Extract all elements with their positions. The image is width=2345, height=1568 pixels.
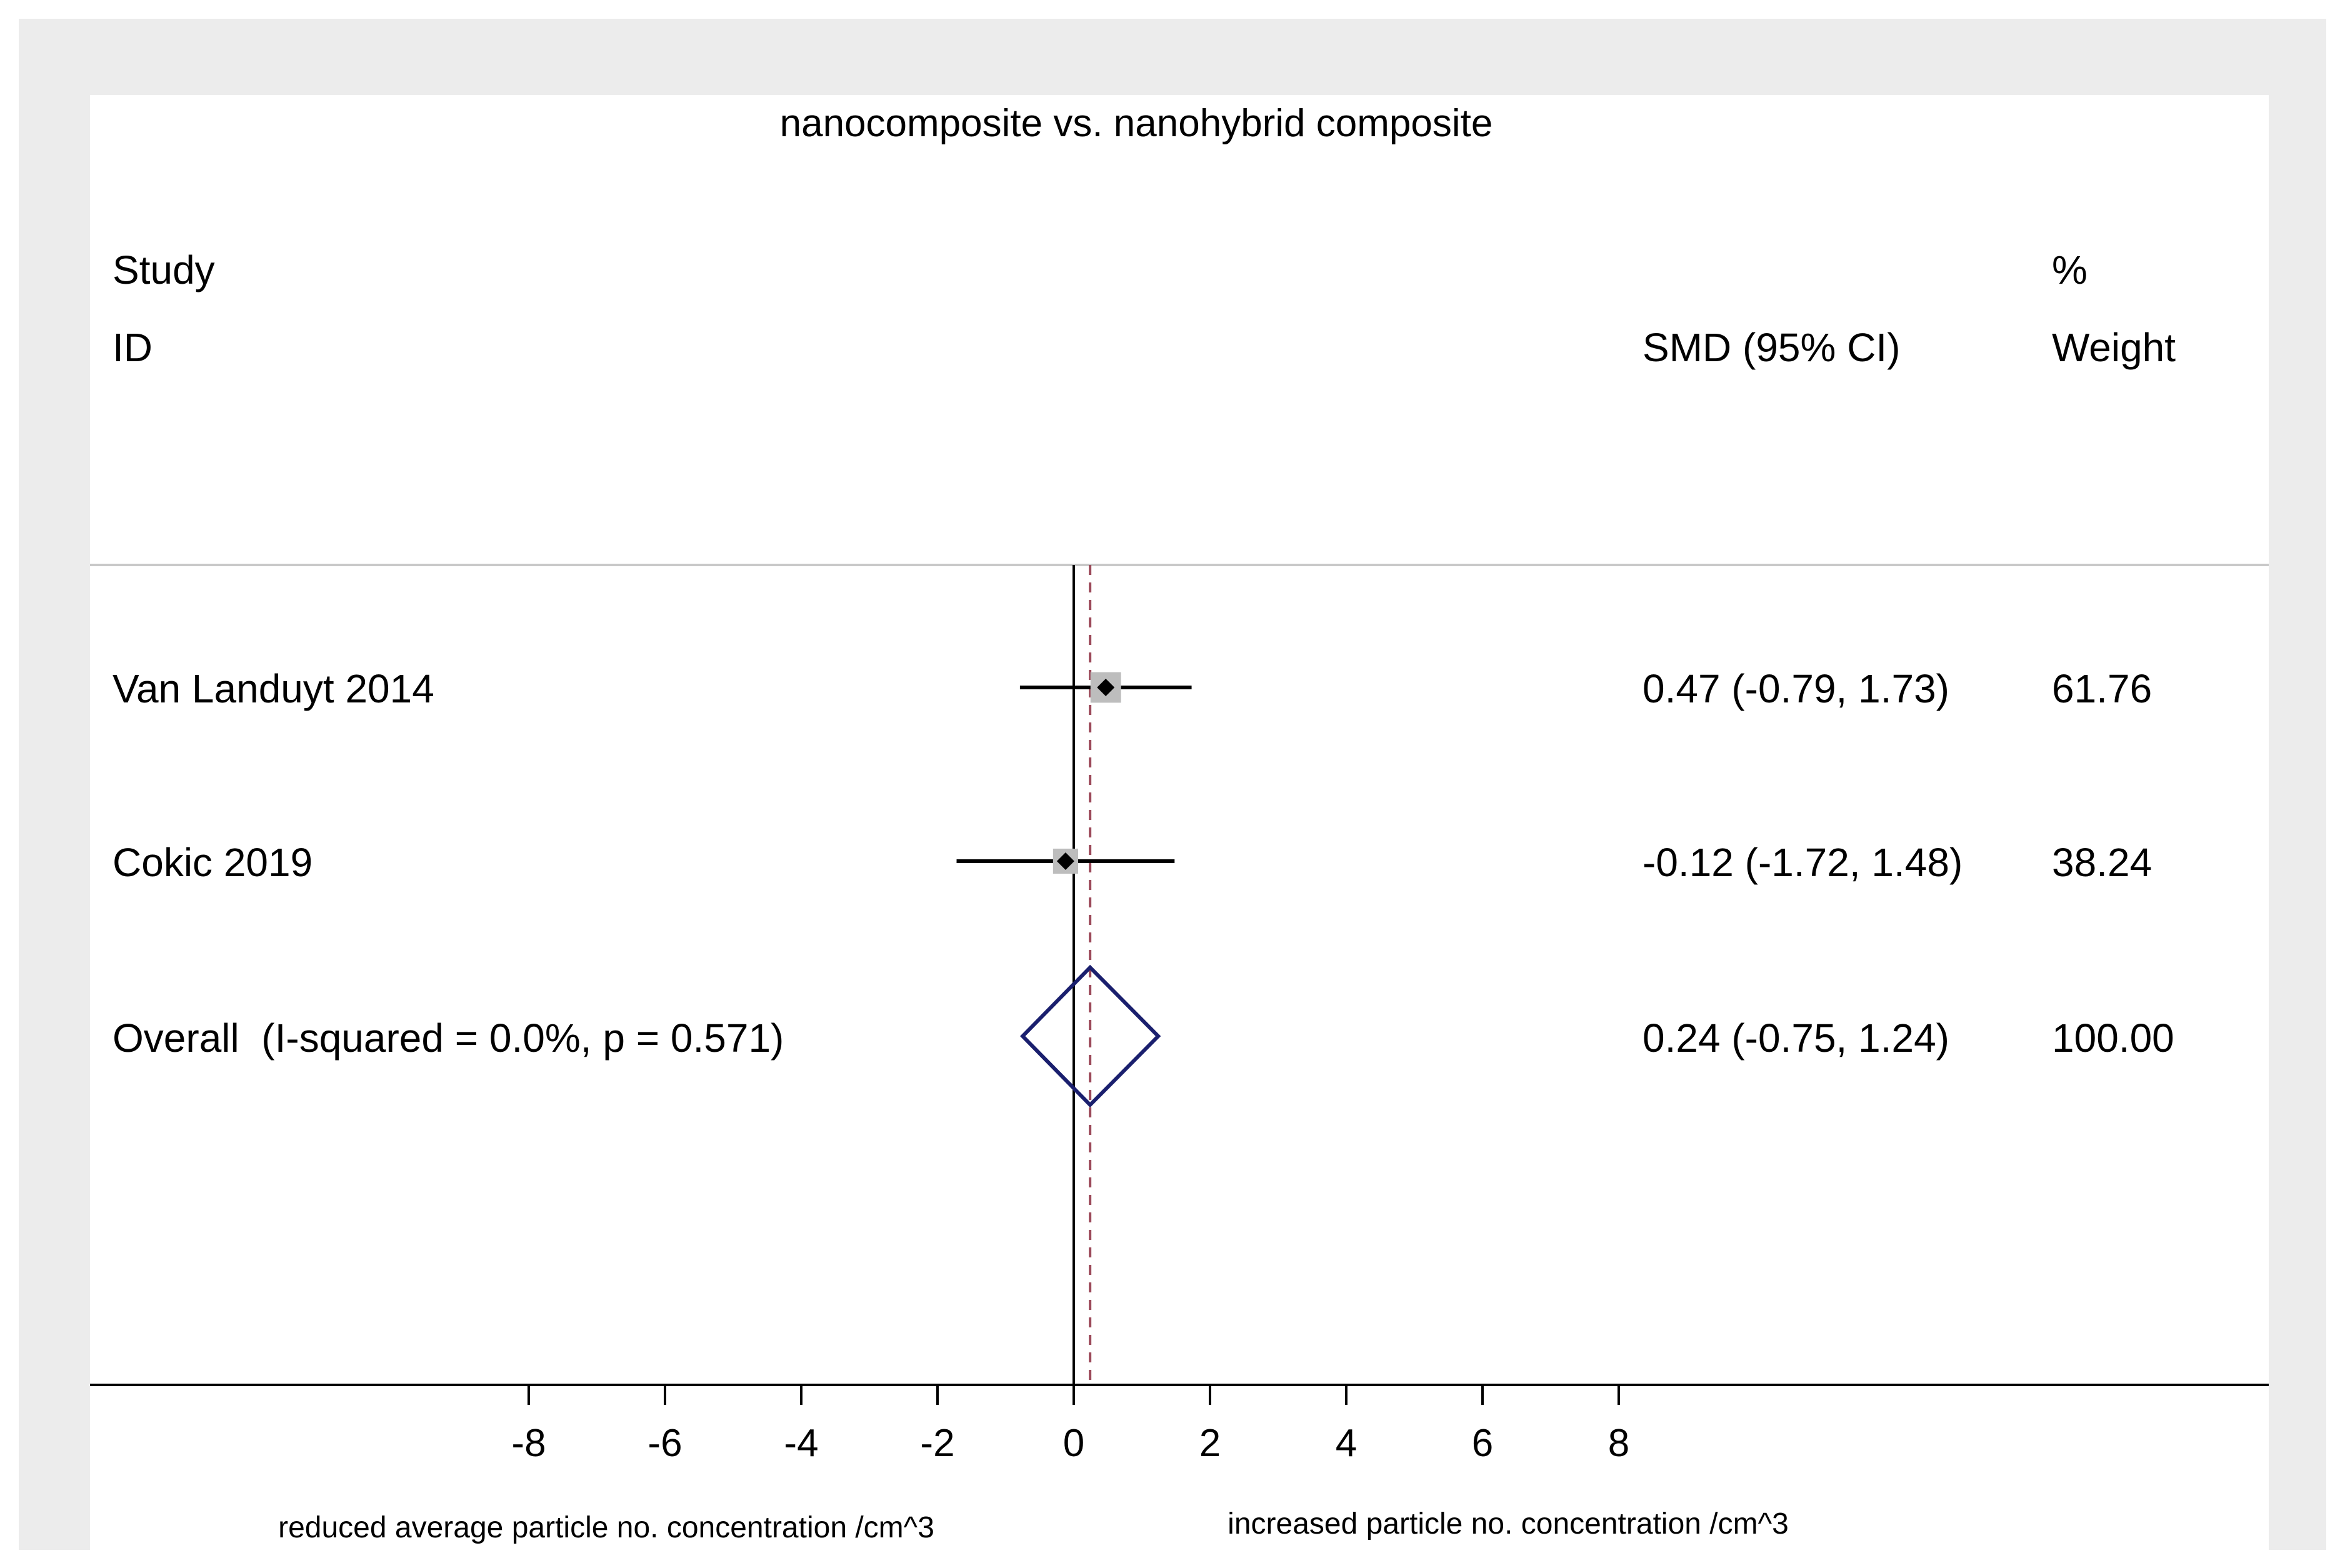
overall-row: Overall (I-squared = 0.0%, p = 0.571) 0.…: [112, 964, 2174, 1108]
study-ci-text: -0.12 (-1.72, 1.48): [1642, 840, 1962, 885]
x-axis-tick-label: 4: [1336, 1422, 1357, 1465]
overall-ci-text: 0.24 (-0.75, 1.24): [1642, 1016, 1949, 1061]
x-axis-tick-label: 2: [1199, 1422, 1221, 1465]
overall-diamond: [1020, 964, 1161, 1108]
x-axis-tick-label: -8: [511, 1422, 546, 1465]
plot-region-background: [90, 95, 2269, 1550]
study-row: Van Landuyt 2014 0.47 (-0.79, 1.73) 61.7…: [112, 666, 2152, 711]
header-id: ID: [112, 325, 152, 370]
header-percent: %: [2052, 247, 2088, 292]
overall-label: Overall (I-squared = 0.0%, p = 0.571): [112, 1016, 784, 1061]
x-axis-tick-label: -4: [784, 1422, 818, 1465]
study-label: Cokic 2019: [112, 840, 312, 885]
study-row: Cokic 2019 -0.12 (-1.72, 1.48) 38.24: [112, 840, 2152, 885]
x-axis-tick-label: 8: [1608, 1422, 1629, 1465]
x-axis-tick-label: -6: [648, 1422, 682, 1465]
study-weight-text: 61.76: [2052, 666, 2152, 711]
header-effect: SMD (95% CI): [1642, 325, 1901, 370]
chart-title: nanocomposite vs. nanohybrid composite: [780, 102, 1493, 145]
x-axis-right-label: increased particle no. concentration /cm…: [1228, 1507, 1789, 1541]
study-label: Van Landuyt 2014: [112, 666, 434, 711]
study-point-estimate: [1056, 852, 1074, 870]
header-weight: Weight: [2052, 325, 2176, 370]
study-ci-text: 0.47 (-0.79, 1.73): [1642, 666, 1949, 711]
x-axis-ticks: -8 -6 -4 -2 0 2 4 6 8: [511, 1385, 1629, 1465]
header-study: Study: [112, 247, 215, 292]
study-point-estimate: [1097, 679, 1115, 696]
study-weight-text: 38.24: [2052, 840, 2152, 885]
x-axis-tick-label: 0: [1063, 1422, 1084, 1465]
x-axis-left-label: reduced average particle no. concentrati…: [278, 1511, 934, 1544]
overall-weight-text: 100.00: [2052, 1016, 2174, 1061]
x-axis-tick-label: 6: [1472, 1422, 1493, 1465]
x-axis-tick-label: -2: [920, 1422, 954, 1465]
